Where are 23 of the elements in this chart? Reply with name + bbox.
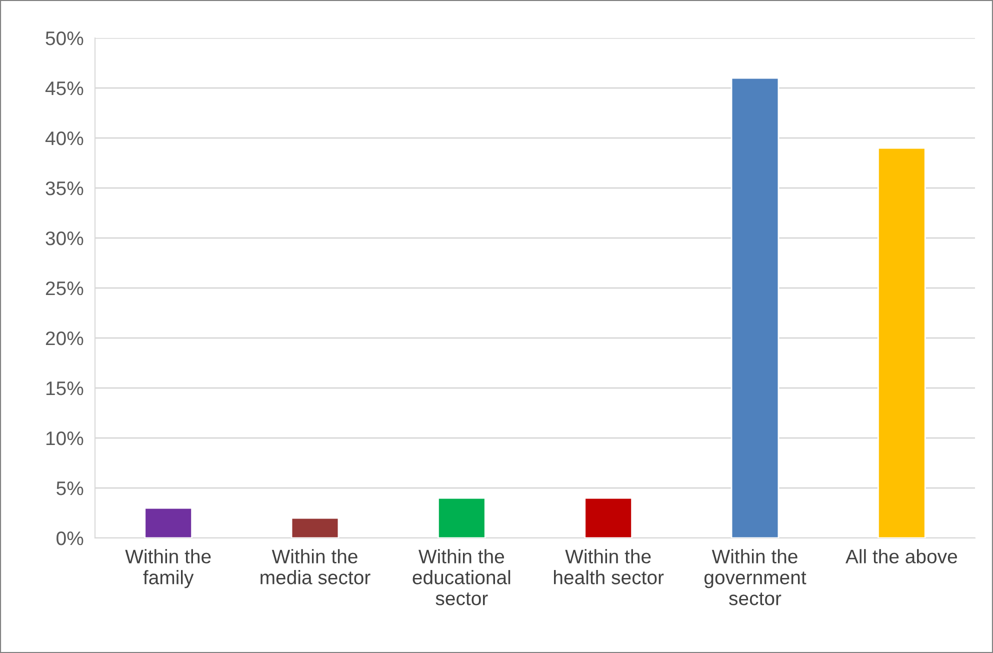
y-tick-label: 5% xyxy=(56,482,84,496)
y-tick-label: 30% xyxy=(46,231,84,246)
y-tick-label: 15% xyxy=(46,382,84,396)
x-tick-label: Within the health sector xyxy=(554,549,664,584)
bar xyxy=(438,497,486,538)
bar xyxy=(878,147,926,538)
bar xyxy=(730,77,780,538)
y-tick-label: 50% xyxy=(46,31,84,46)
y-tick-label: 25% xyxy=(46,281,84,296)
y-tick-label: 10% xyxy=(46,431,84,446)
x-tick-label: All the above xyxy=(846,549,958,564)
y-tick-label: 40% xyxy=(45,131,84,146)
bar xyxy=(144,507,192,538)
y-tick-label: 45% xyxy=(45,82,84,96)
y-tick-label: 35% xyxy=(46,181,84,196)
bar xyxy=(584,497,632,538)
y-tick-label: 20% xyxy=(46,331,84,346)
bar xyxy=(290,517,340,538)
y-tick-label: 0% xyxy=(56,531,84,546)
x-tick-label: Within the family xyxy=(125,549,211,588)
x-tick-label: Within the media sector xyxy=(260,549,370,584)
x-tick-label: Within the government sector xyxy=(704,549,806,606)
x-tick-label: Within the educational sector xyxy=(412,549,510,606)
